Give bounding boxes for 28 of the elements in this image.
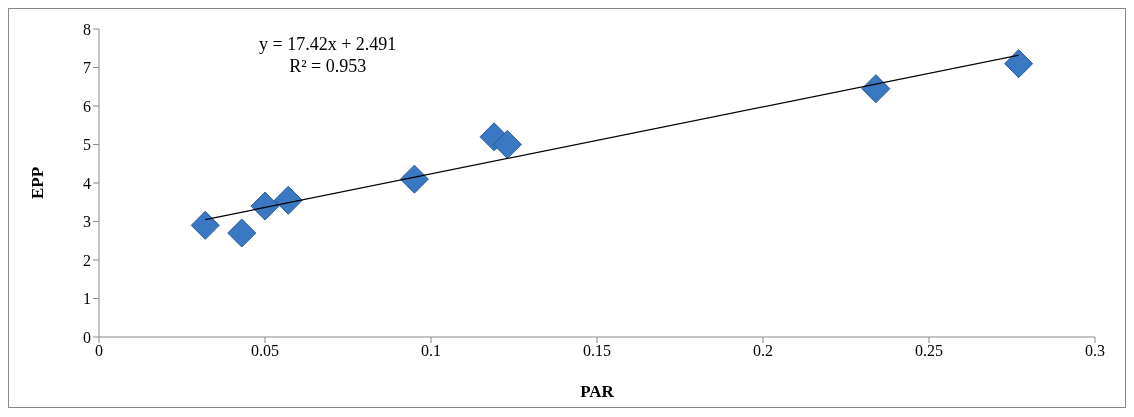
y-tick-label: 0 <box>83 328 91 346</box>
point <box>250 191 280 221</box>
point <box>399 164 429 194</box>
annotation: y = 17.42x + 2.491 <box>259 33 397 55</box>
y-tick-label: 5 <box>83 136 91 154</box>
point <box>861 74 891 104</box>
x-tick-label: 0.3 <box>1085 342 1105 360</box>
point <box>492 130 522 159</box>
x-axis-title: PAR <box>580 382 615 402</box>
x-tick-label: 0.05 <box>251 342 279 360</box>
point <box>1004 49 1034 79</box>
x-tick-label: 0.2 <box>753 342 773 360</box>
y-axis-title: EPP <box>28 166 48 200</box>
point <box>227 218 257 248</box>
y-tick-label: 2 <box>83 251 91 269</box>
x-tick-label: 0.25 <box>915 342 943 360</box>
point <box>190 210 220 240</box>
x-tick-label: 0.1 <box>421 342 441 360</box>
y-tick-label: 1 <box>83 290 91 308</box>
y-tick-label: 7 <box>83 59 91 77</box>
y-tick-label: 6 <box>83 97 91 115</box>
y-tick-label: 3 <box>83 213 91 231</box>
point <box>273 185 303 215</box>
x-tick-label: 0 <box>95 342 103 360</box>
y-tick-label: 8 <box>83 20 91 38</box>
y-tick-label: 4 <box>83 174 91 192</box>
x-tick-label: 0.15 <box>583 342 611 360</box>
annotation: R² = 0.953 <box>288 55 368 77</box>
